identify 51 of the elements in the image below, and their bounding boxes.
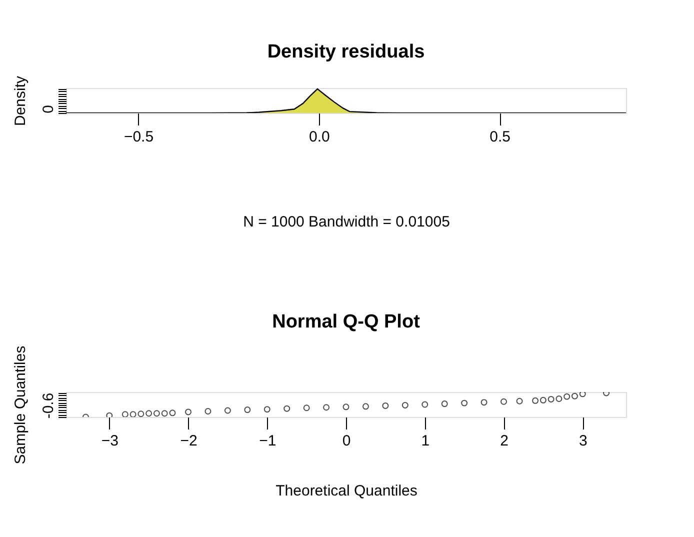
point	[146, 410, 152, 417]
point	[571, 392, 578, 400]
point	[441, 400, 448, 408]
point	[422, 401, 428, 408]
x-axis-title: N = 1000 Bandwidth = 0.01005	[243, 214, 450, 230]
point	[342, 404, 350, 410]
point	[138, 410, 144, 417]
x-tick-label: 0.0	[308, 128, 330, 146]
point	[540, 396, 546, 404]
x-tick-label: −2	[180, 432, 198, 450]
x-tick-label: −0.5	[124, 128, 154, 146]
point	[284, 405, 290, 412]
point	[480, 399, 488, 406]
y-axis-title: Sample Quantiles	[12, 346, 29, 464]
point	[323, 404, 330, 411]
point	[130, 411, 136, 417]
point	[461, 400, 468, 406]
point	[532, 397, 539, 404]
text: -0.6	[40, 392, 57, 419]
x-tick-label: 3	[578, 432, 588, 450]
point	[556, 395, 562, 402]
point	[564, 393, 570, 400]
x-tick-label: −3	[101, 432, 118, 450]
y-axis-title: Density	[12, 76, 29, 126]
point	[579, 392, 586, 398]
text: 0	[40, 105, 57, 114]
chart-title: Density residuals	[267, 41, 425, 62]
x-tick-label: 0	[342, 432, 351, 450]
point	[362, 403, 369, 410]
point	[204, 408, 212, 414]
point	[153, 410, 160, 417]
point	[264, 406, 270, 413]
x-tick-label: −1	[259, 432, 276, 450]
point	[516, 398, 523, 404]
x-tick-label: 0.5	[490, 128, 510, 146]
point	[244, 406, 251, 414]
point	[169, 410, 176, 416]
point	[122, 411, 128, 417]
point	[106, 412, 113, 417]
point	[382, 402, 389, 409]
point	[161, 410, 168, 417]
point	[402, 402, 408, 408]
x-axis-title: Theoretical Quantiles	[276, 482, 418, 500]
x-tick-label: 1	[421, 432, 430, 450]
point	[224, 407, 231, 414]
point	[500, 398, 507, 405]
point	[303, 404, 310, 412]
point	[185, 408, 192, 416]
chart-title: Normal Q-Q Plot	[272, 311, 421, 332]
x-tick-label: 2	[500, 432, 508, 450]
point	[548, 396, 554, 402]
